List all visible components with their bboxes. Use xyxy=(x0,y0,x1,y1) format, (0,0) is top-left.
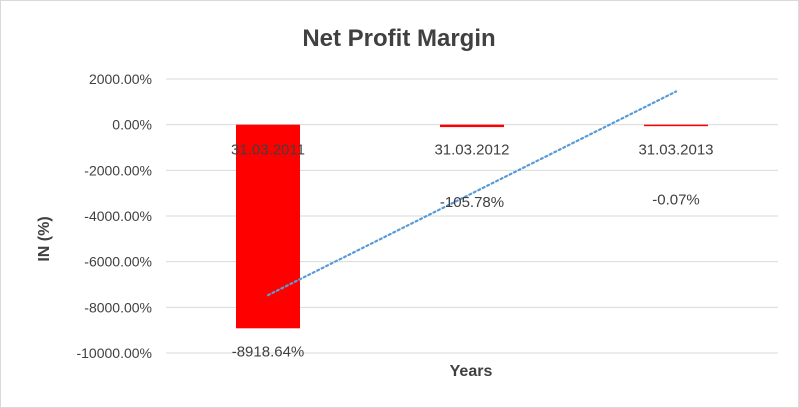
y-tick-label: -8000.00% xyxy=(84,299,152,315)
category-labels: 31.03.2011 31.03.2012 31.03.2013 xyxy=(231,142,714,159)
y-axis-ticks: 2000.00% 0.00% -2000.00% -4000.00% -6000.00%… xyxy=(76,71,152,361)
y-tick-label: -4000.00% xyxy=(84,208,152,224)
category-label: 31.03.2011 xyxy=(231,142,305,159)
category-label: 31.03.2012 xyxy=(434,142,509,159)
data-label: -105.78% xyxy=(440,194,504,211)
bar xyxy=(440,124,504,128)
trendline-line xyxy=(266,90,678,297)
bar xyxy=(644,124,708,127)
chart-title: Net Profit Margin xyxy=(302,25,495,52)
data-label: -8918.64% xyxy=(232,343,305,360)
trendline xyxy=(266,90,678,297)
y-tick-label: -6000.00% xyxy=(84,254,152,270)
y-tick-label: -2000.00% xyxy=(84,162,152,178)
x-axis-title: Years xyxy=(450,363,493,380)
y-axis-title: IN (%) xyxy=(36,216,53,261)
category-label: 31.03.2013 xyxy=(638,142,713,159)
y-tick-label: -10000.00% xyxy=(76,345,152,361)
y-tick-label: 2000.00% xyxy=(89,71,152,87)
data-labels: -8918.64% -105.78% -0.07% xyxy=(232,192,700,361)
data-label: -0.07% xyxy=(652,192,700,209)
y-tick-label: 0.00% xyxy=(112,117,152,133)
